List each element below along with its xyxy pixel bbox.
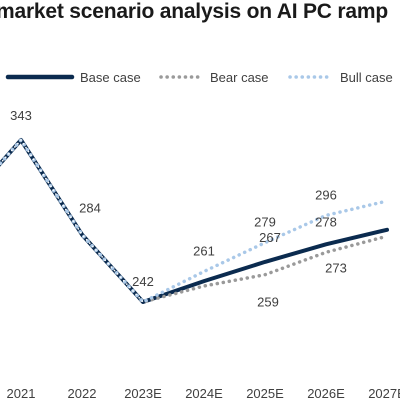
legend-label-bear-case: Bear case [210,70,269,85]
data-label-bull-case-2024e: 261 [193,244,215,259]
data-label-bear-case-2026e: 273 [325,260,347,275]
data-label-bear-case-2025e: 259 [257,295,279,310]
data-label-base-case-2026e: 278 [315,214,337,229]
data-label-base-case-2022: 284 [79,201,101,216]
x-tick-label-2025e: 2025E [246,386,284,400]
x-tick-label-2022: 2022 [68,386,97,400]
legend-label-bull-case: Bull case [340,70,393,85]
x-tick-label-2027e: 2027E [368,386,400,400]
x-tick-label-2021: 2021 [7,386,36,400]
data-label-bull-case-2026e: 296 [315,187,337,202]
data-label-base-case-2025e: 267 [259,230,281,245]
chart-title: market scenario analysis on AI PC ramp [0,0,388,23]
x-tick-label-2023e: 2023E [124,386,162,400]
x-tick-label-2024e: 2024E [185,386,223,400]
x-tick-label-2026e: 2026E [307,386,345,400]
legend-label-base-case: Base case [80,70,141,85]
data-label-bull-case-2025e: 279 [254,215,276,230]
data-label-base-case-2023e: 242 [132,274,154,289]
data-label-base-case-2021: 343 [10,108,32,123]
